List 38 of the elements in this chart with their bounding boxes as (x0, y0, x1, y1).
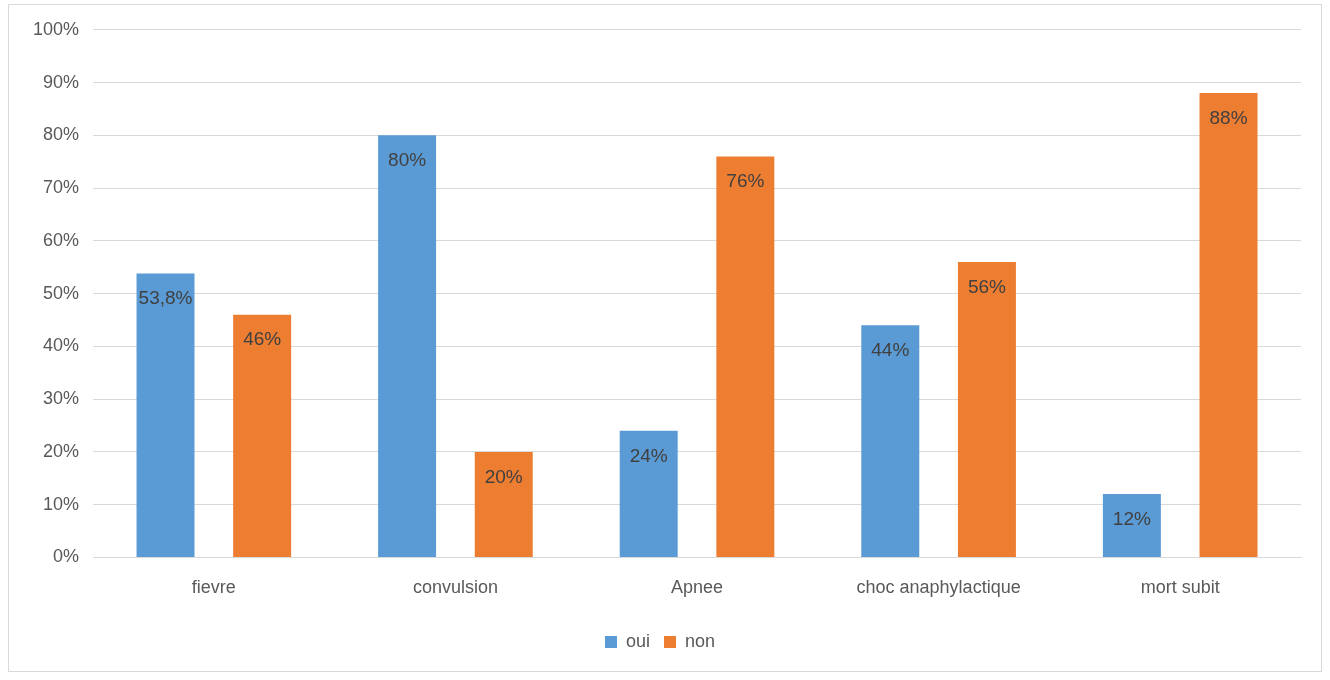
y-tick-label: 90% (43, 71, 80, 92)
legend-label: oui (625, 630, 650, 651)
y-tick-label: 100% (32, 18, 80, 39)
x-tick-label: convulsion (412, 577, 498, 598)
bar (378, 135, 437, 557)
y-tick-label: 60% (43, 229, 80, 250)
data-label: 12% (1112, 507, 1151, 529)
data-label: 56% (967, 275, 1007, 297)
x-tick-label: fievre (191, 577, 236, 598)
y-tick-label: 80% (43, 124, 80, 145)
bar (619, 430, 678, 557)
legend-label: non (684, 630, 716, 651)
bar (474, 451, 533, 557)
bar (957, 261, 1016, 557)
x-tick-label: choc anaphylactique (856, 577, 1021, 598)
y-tick-label: 10% (43, 493, 80, 514)
x-tick-label: mort subit (1140, 577, 1220, 598)
bar (136, 273, 195, 557)
y-tick-label: 70% (43, 177, 80, 198)
data-label: 76% (726, 170, 765, 192)
data-label: 80% (388, 149, 427, 171)
y-tick-label: 50% (43, 282, 80, 303)
bar (716, 156, 775, 557)
bar (861, 325, 920, 557)
x-tick-label: Apnee (670, 577, 724, 598)
data-label: 46% (243, 328, 282, 350)
data-label: 88% (1209, 106, 1248, 128)
data-label: 44% (871, 338, 910, 360)
y-tick-label: 20% (43, 440, 80, 461)
data-label: 53,8% (138, 287, 193, 309)
bar (233, 314, 292, 557)
y-tick-label: 40% (43, 335, 80, 356)
data-label: 20% (484, 465, 523, 487)
bar (1199, 93, 1258, 557)
y-tick-label: 30% (43, 388, 80, 409)
data-label: 24% (629, 444, 668, 466)
y-tick-label: 0% (53, 546, 80, 567)
bar (1102, 494, 1161, 557)
